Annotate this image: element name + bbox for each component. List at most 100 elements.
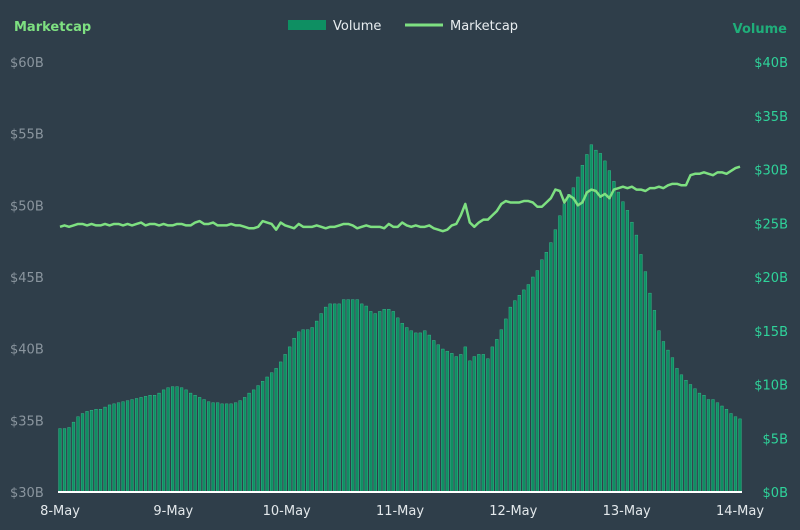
volume-bar xyxy=(733,416,738,493)
volume-bar xyxy=(130,399,134,493)
volume-bar xyxy=(324,306,328,493)
volume-bar xyxy=(720,405,724,493)
volume-bar xyxy=(661,341,666,493)
volume-bar xyxy=(616,191,621,493)
legend-volume-swatch xyxy=(288,20,326,30)
volume-bar xyxy=(684,380,688,493)
legend-marketcap-label: Marketcap xyxy=(450,19,518,34)
volume-bar xyxy=(639,254,643,493)
volume-bar xyxy=(517,295,521,493)
volume-bar xyxy=(450,353,454,493)
volume-bar xyxy=(657,330,661,493)
volume-bar xyxy=(292,338,296,493)
volume-bar xyxy=(504,318,508,493)
left-tick-label: $45B xyxy=(10,271,44,286)
volume-bar xyxy=(405,327,409,493)
volume-bar xyxy=(562,203,566,493)
volume-bar xyxy=(103,406,107,493)
volume-bar xyxy=(738,418,742,493)
volume-bar xyxy=(702,395,706,493)
volume-bar xyxy=(724,409,729,493)
right-axis-ticks: $0B $5B $10B $15B $20B $25B $30B $35B $40B xyxy=(754,56,788,501)
volume-bar xyxy=(445,350,449,493)
volume-bar xyxy=(580,164,584,493)
left-tick-label: $60B xyxy=(10,56,44,71)
volume-bar xyxy=(603,160,607,493)
volume-bar xyxy=(116,402,121,493)
right-tick-label: $25B xyxy=(754,217,788,232)
volume-bars xyxy=(58,144,742,493)
legend: Volume Marketcap xyxy=(288,19,518,34)
volume-bar xyxy=(319,313,323,493)
volume-bar xyxy=(238,400,242,493)
right-tick-label: $15B xyxy=(754,325,788,340)
volume-bar xyxy=(328,303,332,493)
volume-bar xyxy=(112,403,116,493)
volume-bar xyxy=(607,170,612,493)
volume-bar xyxy=(107,404,112,493)
volume-bar xyxy=(454,356,458,493)
x-tick-label: 8-May xyxy=(40,504,80,519)
volume-bar xyxy=(549,242,553,493)
volume-bar xyxy=(252,389,256,493)
legend-volume-label: Volume xyxy=(333,19,381,34)
left-tick-label: $50B xyxy=(10,199,44,214)
volume-bar xyxy=(98,409,103,493)
volume-bar xyxy=(715,402,720,493)
volume-bar xyxy=(463,346,467,493)
volume-bar xyxy=(125,400,130,493)
left-tick-label: $55B xyxy=(10,128,44,143)
volume-bar xyxy=(279,361,283,493)
volume-bar xyxy=(481,354,485,493)
right-tick-label: $10B xyxy=(754,379,788,394)
volume-bar xyxy=(675,368,679,493)
volume-bar xyxy=(711,399,715,493)
volume-bar xyxy=(598,153,602,493)
volume-bar xyxy=(85,411,89,493)
volume-bar xyxy=(310,327,314,493)
volume-bar xyxy=(283,354,287,493)
volume-bar xyxy=(513,300,517,493)
volume-bar xyxy=(396,317,400,493)
volume-bar xyxy=(229,403,233,493)
volume-bar xyxy=(621,201,625,493)
volume-bar xyxy=(94,409,98,493)
volume-bar xyxy=(193,395,197,493)
volume-bar xyxy=(225,403,229,493)
volume-bar xyxy=(427,334,431,493)
x-tick-label: 10-May xyxy=(263,504,311,519)
volume-bar xyxy=(472,356,476,493)
volume-bar xyxy=(729,413,733,493)
volume-bar xyxy=(612,181,616,493)
volume-bar xyxy=(432,340,436,493)
volume-bar xyxy=(378,311,382,493)
volume-bar xyxy=(571,187,575,493)
volume-bar xyxy=(58,428,62,493)
volume-bar xyxy=(418,332,422,493)
volume-bar xyxy=(535,270,539,493)
volume-bar xyxy=(175,386,179,493)
right-tick-label: $30B xyxy=(754,164,788,179)
volume-bar xyxy=(355,299,359,493)
volume-bar xyxy=(80,413,85,493)
legend-item-volume[interactable]: Volume xyxy=(288,19,381,34)
volume-bar xyxy=(161,389,166,493)
volume-bar xyxy=(139,397,143,493)
volume-bar xyxy=(585,154,589,493)
volume-bar xyxy=(134,398,139,493)
x-axis-ticks: 8-May 9-May 10-May 11-May 12-May 13-May 14-May xyxy=(40,504,764,519)
volume-bar xyxy=(526,284,530,493)
volume-bar xyxy=(387,309,391,493)
volume-bar xyxy=(297,331,301,493)
legend-item-marketcap[interactable]: Marketcap xyxy=(405,19,518,34)
volume-bar xyxy=(270,372,274,493)
volume-bar xyxy=(697,392,702,493)
volume-bar xyxy=(301,329,305,493)
volume-bar xyxy=(170,386,175,493)
volume-bar xyxy=(625,210,630,493)
x-tick-label: 9-May xyxy=(153,504,193,519)
volume-bar xyxy=(436,344,440,493)
volume-bar xyxy=(261,381,265,493)
